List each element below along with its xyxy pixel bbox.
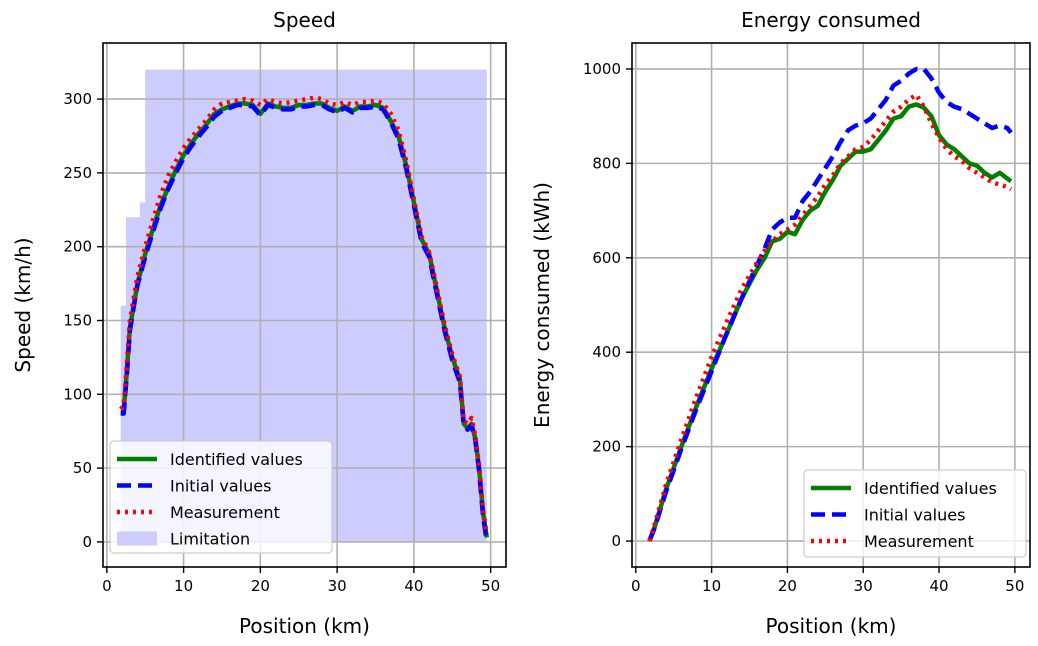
legend-label-limitation: Limitation	[170, 530, 250, 549]
x-tick-label: 20	[778, 577, 797, 595]
y-tick-label: 50	[73, 459, 92, 477]
chart-panel-1: 0 10 20 30 40 50 0 50 100 150 200 250 300 Speed Positi…	[11, 8, 507, 638]
legend-box	[803, 469, 1027, 558]
x-tick-label: 50	[1005, 577, 1024, 595]
y-tick-label: 200	[592, 438, 621, 456]
y-tick-label: 400	[592, 343, 621, 361]
y-tick-label: 0	[82, 533, 92, 551]
y-tick-label: 150	[63, 311, 92, 329]
x-tick-label: 50	[481, 577, 500, 595]
legend-box	[109, 440, 333, 554]
y-tick-label: 250	[63, 164, 92, 182]
limitation-area	[120, 69, 487, 542]
legend-label-initial-values: Initial values	[170, 477, 271, 496]
axes-frame	[102, 42, 507, 568]
y-axis-label: Energy consumed (kWh)	[530, 182, 554, 428]
x-tick-label: 40	[929, 577, 948, 595]
legend: Identified values Initial values Measureme…	[803, 469, 1027, 558]
legend-label-identified-values: Identified values	[864, 479, 997, 498]
x-tick-label: 10	[174, 577, 193, 595]
y-tick-label: 300	[63, 90, 92, 108]
x-tick-label: 0	[631, 577, 641, 595]
x-tick-label: 0	[102, 577, 112, 595]
y-tick-label: 1000	[583, 60, 621, 78]
legend-label-identified-values: Identified values	[170, 450, 303, 469]
series-line-measurement	[647, 92, 1013, 542]
axes-frame	[631, 42, 1031, 568]
legend-label-measurement: Measurement	[864, 532, 974, 551]
x-tick-label: 10	[702, 577, 721, 595]
x-tick-label: 20	[251, 577, 270, 595]
legend-label-initial-values: Initial values	[864, 506, 965, 525]
x-axis-label: Position (km)	[766, 614, 897, 638]
y-tick-label: 600	[592, 249, 621, 267]
x-axis-label: Position (km)	[239, 614, 370, 638]
y-axis-label: Speed (km/h)	[11, 237, 35, 372]
x-tick-label: 30	[328, 577, 347, 595]
legend-swatch-limitation	[117, 531, 157, 546]
chart-title: Speed	[273, 8, 336, 32]
chart-panel-2: 0 10 20 30 40 50 0 200 400 600 800 1000 Energy consu…	[530, 8, 1031, 638]
y-tick-label: 100	[63, 385, 92, 403]
chart-title: Energy consumed	[741, 8, 921, 32]
legend-label-measurement: Measurement	[170, 503, 280, 522]
x-tick-label: 40	[404, 577, 423, 595]
series-line-initial-values	[647, 66, 1013, 542]
y-tick-label: 0	[611, 532, 621, 550]
y-tick-label: 200	[63, 238, 92, 256]
series-line-measurement	[119, 95, 490, 535]
y-tick-label: 800	[592, 154, 621, 172]
x-tick-label: 30	[854, 577, 873, 595]
legend: Identified values Initial values Measureme…	[109, 440, 333, 554]
